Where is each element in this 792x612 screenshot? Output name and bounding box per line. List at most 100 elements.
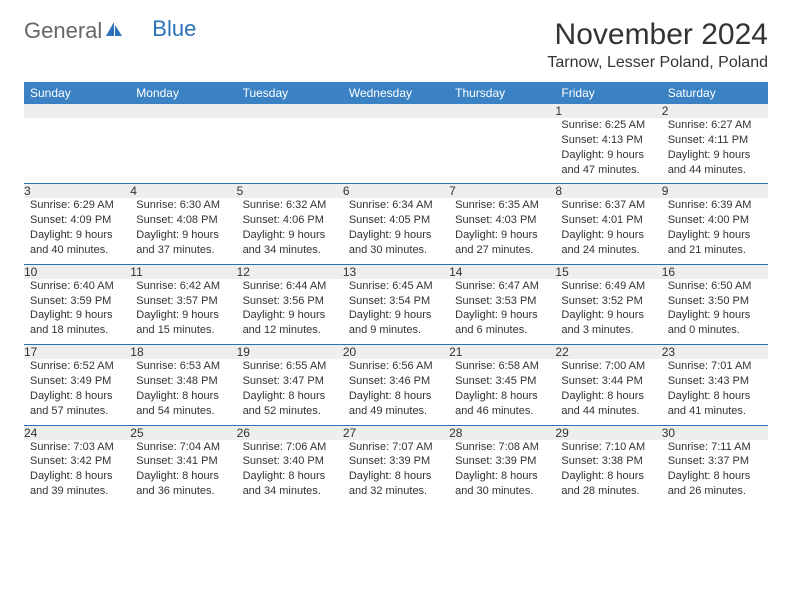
daylight-text: Daylight: 9 hours and 3 minutes. <box>561 308 655 338</box>
day-detail-cell: Sunrise: 6:32 AMSunset: 4:06 PMDaylight:… <box>237 198 343 264</box>
day-detail-cell: Sunrise: 6:27 AMSunset: 4:11 PMDaylight:… <box>662 118 768 184</box>
day-detail-cell: Sunrise: 6:37 AMSunset: 4:01 PMDaylight:… <box>555 198 661 264</box>
sunrise-text: Sunrise: 6:52 AM <box>30 359 124 374</box>
day-detail-cell: Sunrise: 7:00 AMSunset: 3:44 PMDaylight:… <box>555 359 661 425</box>
daylight-text: Daylight: 9 hours and 30 minutes. <box>349 228 443 258</box>
day-header-cell: Thursday <box>449 82 555 104</box>
daylight-text: Daylight: 9 hours and 15 minutes. <box>136 308 230 338</box>
sunset-text: Sunset: 3:47 PM <box>243 374 337 389</box>
day-detail-cell: Sunrise: 6:39 AMSunset: 4:00 PMDaylight:… <box>662 198 768 264</box>
sunset-text: Sunset: 4:11 PM <box>668 133 762 148</box>
day-detail-cell: Sunrise: 6:45 AMSunset: 3:54 PMDaylight:… <box>343 279 449 345</box>
sunset-text: Sunset: 4:08 PM <box>136 213 230 228</box>
sunset-text: Sunset: 4:13 PM <box>561 133 655 148</box>
sunrise-text: Sunrise: 7:11 AM <box>668 440 762 455</box>
header: General Blue November 2024 Tarnow, Lesse… <box>24 18 768 72</box>
day-detail-cell: Sunrise: 6:55 AMSunset: 3:47 PMDaylight:… <box>237 359 343 425</box>
sunrise-text: Sunrise: 6:55 AM <box>243 359 337 374</box>
daylight-text: Daylight: 9 hours and 18 minutes. <box>30 308 124 338</box>
daylight-text: Daylight: 8 hours and 34 minutes. <box>243 469 337 499</box>
daylight-text: Daylight: 8 hours and 39 minutes. <box>30 469 124 499</box>
day-detail-cell <box>449 118 555 184</box>
sunset-text: Sunset: 3:40 PM <box>243 454 337 469</box>
day-number: 5 <box>237 184 343 199</box>
daylight-text: Daylight: 8 hours and 44 minutes. <box>561 389 655 419</box>
day-number: 19 <box>237 345 343 360</box>
day-detail-cell: Sunrise: 7:07 AMSunset: 3:39 PMDaylight:… <box>343 440 449 505</box>
day-number: 26 <box>237 425 343 440</box>
sunrise-text: Sunrise: 7:06 AM <box>243 440 337 455</box>
day-detail-cell: Sunrise: 7:04 AMSunset: 3:41 PMDaylight:… <box>130 440 236 505</box>
sunrise-text: Sunrise: 6:47 AM <box>455 279 549 294</box>
sunset-text: Sunset: 4:00 PM <box>668 213 762 228</box>
day-detail-cell <box>24 118 130 184</box>
sunset-text: Sunset: 3:48 PM <box>136 374 230 389</box>
sunrise-text: Sunrise: 6:44 AM <box>243 279 337 294</box>
sunrise-text: Sunrise: 7:00 AM <box>561 359 655 374</box>
day-number: 21 <box>449 345 555 360</box>
day-number <box>449 104 555 118</box>
day-detail-cell: Sunrise: 6:34 AMSunset: 4:05 PMDaylight:… <box>343 198 449 264</box>
sunrise-text: Sunrise: 6:39 AM <box>668 198 762 213</box>
sunset-text: Sunset: 3:41 PM <box>136 454 230 469</box>
day-detail-cell: Sunrise: 7:01 AMSunset: 3:43 PMDaylight:… <box>662 359 768 425</box>
day-detail-cell: Sunrise: 6:53 AMSunset: 3:48 PMDaylight:… <box>130 359 236 425</box>
brand-logo: General Blue <box>24 18 196 44</box>
daylight-text: Daylight: 8 hours and 49 minutes. <box>349 389 443 419</box>
sunset-text: Sunset: 3:56 PM <box>243 294 337 309</box>
day-number: 1 <box>555 104 661 118</box>
sunrise-text: Sunrise: 7:03 AM <box>30 440 124 455</box>
sunrise-text: Sunrise: 6:49 AM <box>561 279 655 294</box>
daylight-text: Daylight: 8 hours and 32 minutes. <box>349 469 443 499</box>
calendar-table: SundayMondayTuesdayWednesdayThursdayFrid… <box>24 82 768 505</box>
day-number: 29 <box>555 425 661 440</box>
day-number: 2 <box>662 104 768 118</box>
sunrise-text: Sunrise: 6:42 AM <box>136 279 230 294</box>
daylight-text: Daylight: 8 hours and 57 minutes. <box>30 389 124 419</box>
brand-part2: Blue <box>152 16 196 42</box>
sunset-text: Sunset: 3:37 PM <box>668 454 762 469</box>
day-header-row: SundayMondayTuesdayWednesdayThursdayFrid… <box>24 82 768 104</box>
day-number: 15 <box>555 264 661 279</box>
day-detail-cell <box>130 118 236 184</box>
day-detail-cell: Sunrise: 6:44 AMSunset: 3:56 PMDaylight:… <box>237 279 343 345</box>
sunset-text: Sunset: 3:49 PM <box>30 374 124 389</box>
day-number: 22 <box>555 345 661 360</box>
sunset-text: Sunset: 3:57 PM <box>136 294 230 309</box>
day-detail-cell: Sunrise: 6:25 AMSunset: 4:13 PMDaylight:… <box>555 118 661 184</box>
daylight-text: Daylight: 9 hours and 12 minutes. <box>243 308 337 338</box>
sunrise-text: Sunrise: 7:07 AM <box>349 440 443 455</box>
week-daynum-row: 24252627282930 <box>24 425 768 440</box>
sunrise-text: Sunrise: 6:45 AM <box>349 279 443 294</box>
week-daynum-row: 10111213141516 <box>24 264 768 279</box>
week-daynum-row: 3456789 <box>24 184 768 199</box>
day-detail-cell: Sunrise: 6:29 AMSunset: 4:09 PMDaylight:… <box>24 198 130 264</box>
day-number: 16 <box>662 264 768 279</box>
daylight-text: Daylight: 8 hours and 36 minutes. <box>136 469 230 499</box>
daylight-text: Daylight: 8 hours and 26 minutes. <box>668 469 762 499</box>
daylight-text: Daylight: 8 hours and 54 minutes. <box>136 389 230 419</box>
week-detail-row: Sunrise: 6:40 AMSunset: 3:59 PMDaylight:… <box>24 279 768 345</box>
sunrise-text: Sunrise: 6:56 AM <box>349 359 443 374</box>
day-number: 7 <box>449 184 555 199</box>
daylight-text: Daylight: 9 hours and 24 minutes. <box>561 228 655 258</box>
day-number: 6 <box>343 184 449 199</box>
day-detail-cell: Sunrise: 7:10 AMSunset: 3:38 PMDaylight:… <box>555 440 661 505</box>
day-number: 14 <box>449 264 555 279</box>
week-daynum-row: 17181920212223 <box>24 345 768 360</box>
daylight-text: Daylight: 9 hours and 40 minutes. <box>30 228 124 258</box>
daylight-text: Daylight: 9 hours and 47 minutes. <box>561 148 655 178</box>
sunrise-text: Sunrise: 6:37 AM <box>561 198 655 213</box>
day-detail-cell: Sunrise: 6:30 AMSunset: 4:08 PMDaylight:… <box>130 198 236 264</box>
sunset-text: Sunset: 4:03 PM <box>455 213 549 228</box>
day-header-cell: Tuesday <box>237 82 343 104</box>
sunrise-text: Sunrise: 6:29 AM <box>30 198 124 213</box>
day-detail-cell: Sunrise: 7:03 AMSunset: 3:42 PMDaylight:… <box>24 440 130 505</box>
sunrise-text: Sunrise: 6:35 AM <box>455 198 549 213</box>
day-number: 12 <box>237 264 343 279</box>
sunrise-text: Sunrise: 6:34 AM <box>349 198 443 213</box>
daylight-text: Daylight: 9 hours and 27 minutes. <box>455 228 549 258</box>
daylight-text: Daylight: 8 hours and 30 minutes. <box>455 469 549 499</box>
day-number: 13 <box>343 264 449 279</box>
day-detail-cell: Sunrise: 6:50 AMSunset: 3:50 PMDaylight:… <box>662 279 768 345</box>
